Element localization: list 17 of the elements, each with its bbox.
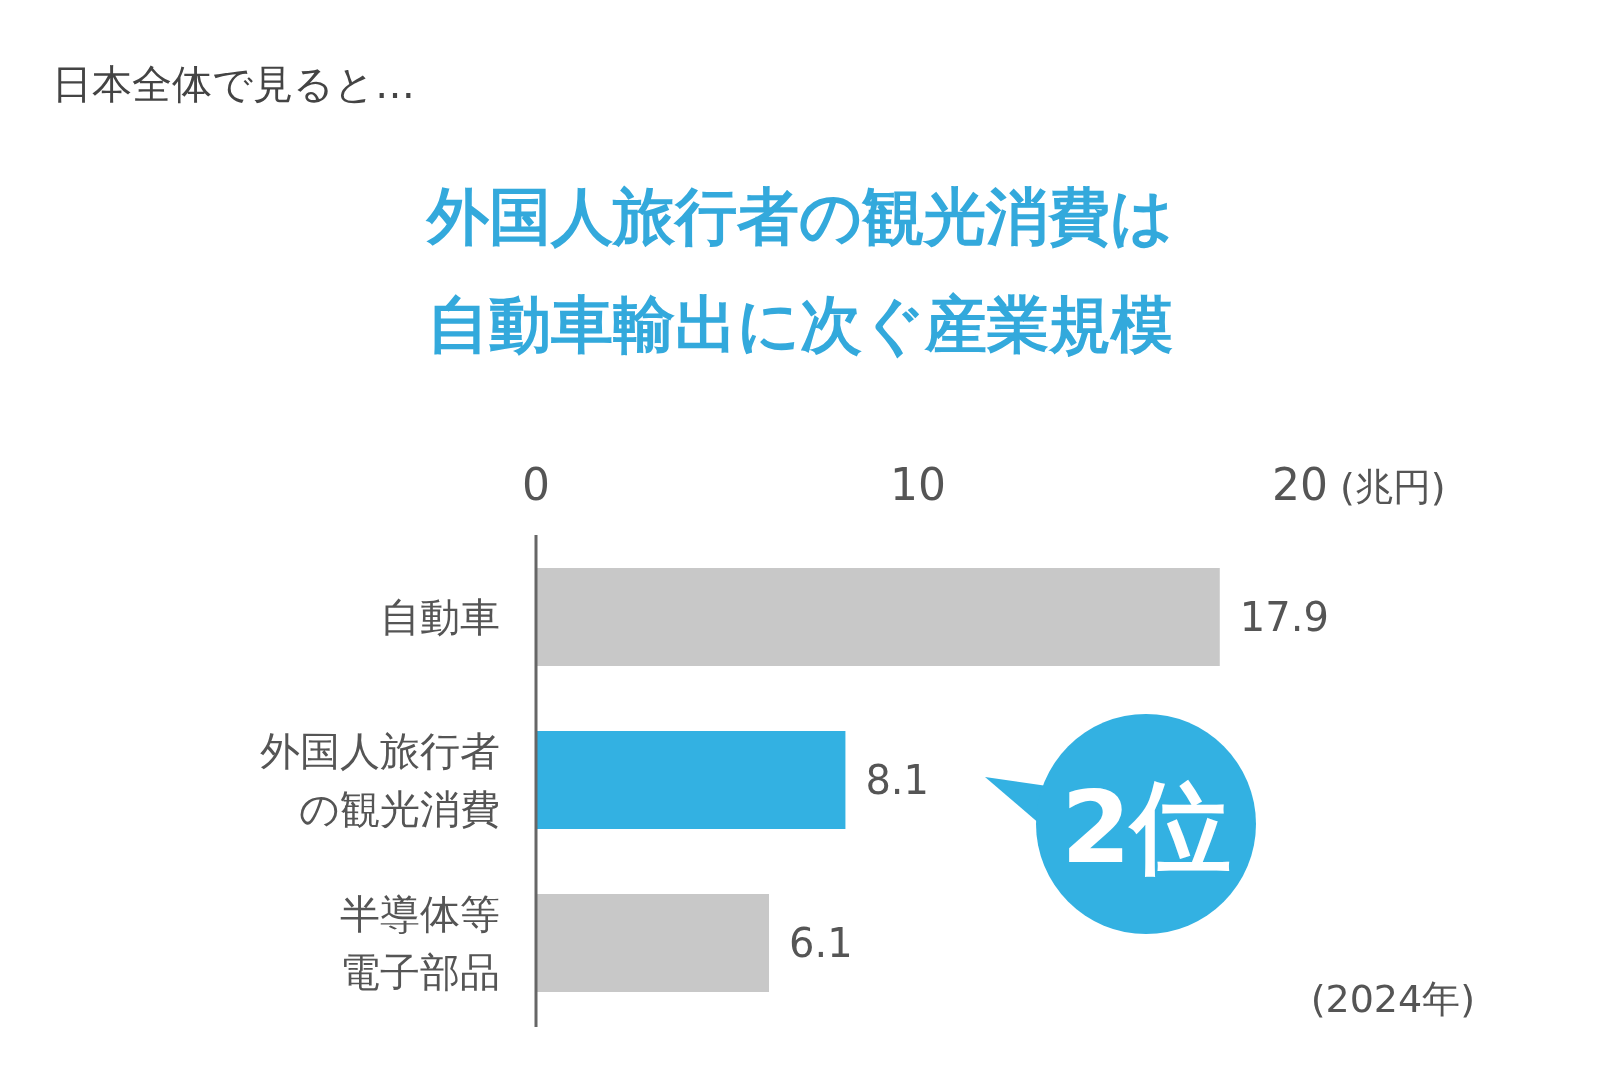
- bar: [536, 731, 846, 829]
- bar: [536, 894, 770, 992]
- annotation: 2位: [1061, 769, 1231, 886]
- chart-subtitle: 日本全体で見ると…: [52, 61, 415, 107]
- data-label: 17.9: [1239, 594, 1329, 640]
- data-label: 6.1: [789, 920, 853, 966]
- text: (2024年): [1310, 977, 1475, 1021]
- x-tick-label: 0: [522, 459, 550, 510]
- bar: [536, 568, 1220, 666]
- x-tick-label: 10: [890, 459, 946, 510]
- y-tick-label: 外国人旅行者の観光消費: [260, 728, 500, 832]
- x-axis-title: (兆円): [1340, 465, 1446, 509]
- chart-title: 外国人旅行者の観光消費は自動車輸出に次ぐ産業規模: [425, 180, 1173, 361]
- y-tick-label: 自動車: [380, 594, 500, 640]
- y-tick-label: 半導体等電子部品: [340, 891, 500, 995]
- data-label: 8.1: [865, 757, 930, 803]
- x-tick-label: 20: [1272, 459, 1328, 510]
